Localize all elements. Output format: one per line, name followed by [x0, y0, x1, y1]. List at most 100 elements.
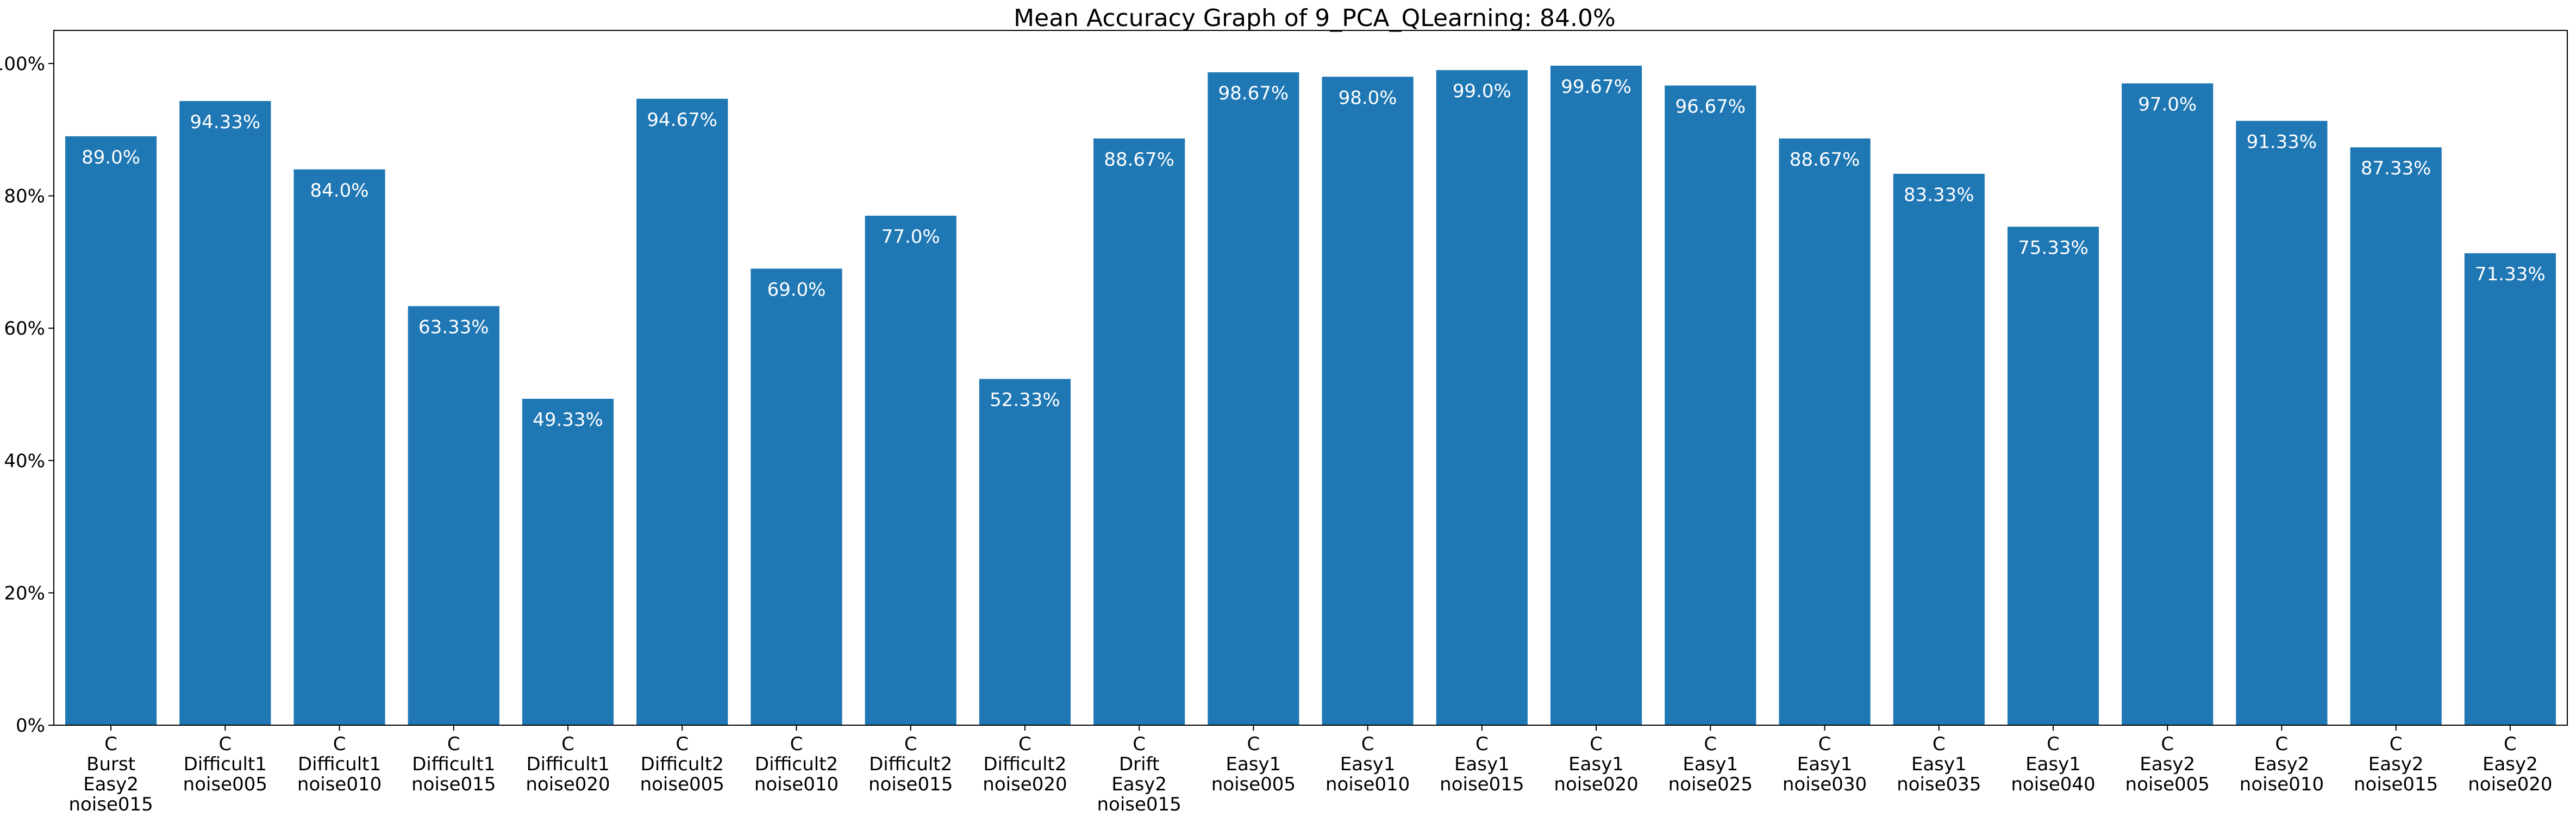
- x-tick-label-line: C: [676, 733, 689, 755]
- x-tick-label: C Easy1 noise005: [1211, 733, 1296, 795]
- x-tick-label-line: Easy1: [1226, 753, 1281, 775]
- x-tick-label: C Easy2 noise020: [2468, 733, 2552, 795]
- bar-value-label: 98.67%: [1218, 83, 1289, 104]
- bar-value-label: 84.0%: [310, 180, 369, 202]
- bar: [2350, 147, 2442, 725]
- y-tick-label: 100%: [0, 53, 45, 75]
- x-tick-label-line: Difficult1: [526, 753, 609, 775]
- y-tick-label: 40%: [4, 450, 45, 472]
- x-tick-label-line: C: [1933, 733, 1946, 755]
- x-tick-label-line: noise030: [1783, 774, 1867, 795]
- x-tick-label-line: C: [1704, 733, 1717, 755]
- x-tick-label-line: Easy2: [1111, 774, 1167, 795]
- x-tick-label-line: C: [1018, 733, 1031, 755]
- x-tick-label: C Difficult2 noise005: [640, 733, 724, 795]
- x-tick-label: C Easy1 noise035: [1897, 733, 1981, 795]
- bar: [865, 216, 956, 726]
- y-tick-label: 80%: [4, 186, 45, 208]
- bar-value-label: 99.67%: [1561, 76, 1631, 98]
- chart-title: Mean Accuracy Graph of 9_PCA_QLearning: …: [1014, 4, 1616, 32]
- x-tick-label-line: noise005: [2125, 774, 2210, 795]
- x-tick-label-line: Drift: [1119, 753, 1159, 775]
- x-tick-label-line: noise015: [411, 774, 496, 795]
- bar: [751, 268, 842, 725]
- x-tick-label-line: noise010: [297, 774, 382, 795]
- x-tick-label: C Burst Easy2 noise015: [68, 733, 153, 815]
- x-tick-label-line: C: [1247, 733, 1260, 755]
- x-tick-label-line: Easy2: [2483, 753, 2538, 775]
- bar: [1665, 85, 1756, 726]
- bar-value-label: 75.33%: [2018, 237, 2089, 259]
- bar: [179, 100, 271, 726]
- x-tick-label-line: C: [104, 733, 117, 755]
- data-labels-layer: 89.0% 94.33% 84.0% 63.33% 49.33% 94.67% 69.0% 7…: [82, 76, 2546, 431]
- x-tick-label-line: C: [904, 733, 917, 755]
- x-tick-label-line: Easy1: [1683, 753, 1738, 775]
- bar: [979, 379, 1071, 725]
- x-tick-label-line: noise005: [1211, 774, 1296, 795]
- x-tick-label-line: C: [2390, 733, 2403, 755]
- bar: [408, 306, 499, 725]
- x-tick-label-line: Easy1: [1454, 753, 1510, 775]
- bar: [2007, 227, 2099, 726]
- x-tick-label: C Easy1 noise030: [1783, 733, 1867, 795]
- x-tick-label-line: noise015: [1097, 794, 1181, 815]
- x-tick-label-line: Easy2: [83, 774, 139, 795]
- bar: [2464, 253, 2556, 725]
- x-tick-label-line: Easy1: [1911, 753, 1967, 775]
- bar-value-label: 97.0%: [2138, 93, 2197, 115]
- bar-value-label: 88.67%: [1790, 149, 1860, 171]
- bars-layer: [65, 65, 2556, 726]
- x-tick-label-line: Easy1: [1340, 753, 1396, 775]
- bar-value-label: 77.0%: [881, 226, 940, 248]
- x-tick-label-line: noise010: [754, 774, 839, 795]
- bar-value-label: 63.33%: [418, 317, 489, 338]
- bar-value-label: 91.33%: [2247, 131, 2317, 153]
- x-tick-label-line: Easy1: [2025, 753, 2081, 775]
- x-tick-label-line: C: [447, 733, 460, 755]
- x-tick-label: C Easy1 noise010: [1325, 733, 1410, 795]
- x-tick-label-line: C: [2161, 733, 2174, 755]
- x-tick-label-line: noise020: [2468, 774, 2552, 795]
- bar-value-label: 69.0%: [767, 279, 826, 301]
- x-tick-label-line: noise035: [1897, 774, 1981, 795]
- bar-value-label: 87.33%: [2361, 158, 2431, 179]
- bar-value-label: 98.0%: [1339, 87, 1397, 109]
- bar-value-label: 88.67%: [1104, 149, 1174, 171]
- x-tick-label-line: C: [2047, 733, 2060, 755]
- x-tick-label-line: noise025: [1668, 774, 1753, 795]
- bar: [1436, 70, 1528, 726]
- bar: [1322, 77, 1414, 726]
- x-tick-label: C Easy1 noise040: [2011, 733, 2095, 795]
- x-tick-label-line: noise015: [868, 774, 953, 795]
- x-tick-label-line: C: [2504, 733, 2517, 755]
- x-tick-label-line: Easy1: [1568, 753, 1624, 775]
- y-tick-label: 20%: [4, 582, 45, 604]
- x-tick-label-line: Easy2: [2254, 753, 2310, 775]
- bar-value-label: 52.33%: [990, 389, 1060, 411]
- bar: [293, 169, 385, 725]
- bar: [1779, 138, 1871, 726]
- x-tick-label-line: noise005: [640, 774, 724, 795]
- bar-value-label: 83.33%: [1904, 184, 1974, 206]
- x-tick-label: C Difficult1 noise020: [526, 733, 610, 795]
- bar: [636, 98, 728, 726]
- x-tick-label: C Easy2 noise005: [2125, 733, 2210, 795]
- y-tick-label: 60%: [4, 318, 45, 340]
- x-tick-label: C Difficult1 noise010: [297, 733, 382, 795]
- x-tick-label-line: noise015: [1440, 774, 1524, 795]
- y-axis: 0% 20% 40% 60% 80% 100%: [0, 53, 54, 737]
- x-tick-label: C Difficult1 noise005: [183, 733, 267, 795]
- bar-value-label: 49.33%: [533, 409, 603, 431]
- x-tick-label-line: C: [1818, 733, 1831, 755]
- x-tick-label-line: C: [1590, 733, 1603, 755]
- x-tick-label-line: C: [561, 733, 574, 755]
- x-tick-label: C Drift Easy2 noise015: [1097, 733, 1181, 815]
- x-tick-label: C Difficult2 noise015: [868, 733, 953, 795]
- x-tick-label: C Easy1 noise020: [1554, 733, 1638, 795]
- x-tick-label: C Difficult1 noise015: [411, 733, 496, 795]
- bar-value-label: 89.0%: [82, 147, 140, 168]
- x-tick-label: C Difficult2 noise020: [983, 733, 1067, 795]
